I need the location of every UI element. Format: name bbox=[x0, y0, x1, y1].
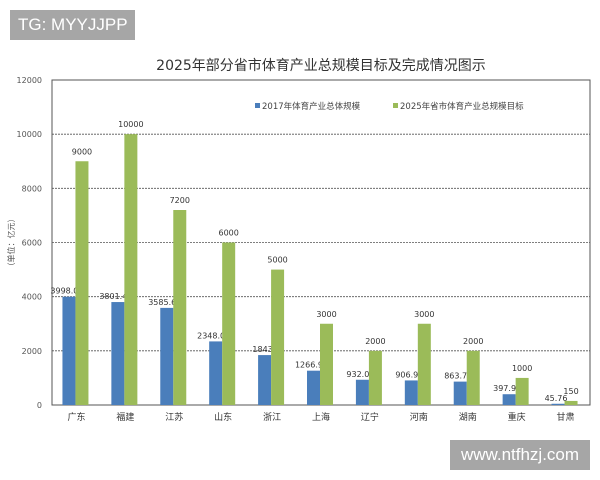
data-label: 7200 bbox=[170, 196, 190, 205]
bar-2025 bbox=[222, 242, 236, 405]
x-tick-label: 福建 bbox=[116, 411, 134, 423]
y-tick-label: 10000 bbox=[17, 130, 42, 139]
legend-swatch bbox=[393, 103, 398, 108]
legend-label: 2017年体育产业总体规模 bbox=[262, 101, 361, 112]
y-tick-label: 8000 bbox=[22, 184, 42, 193]
x-tick-label: 浙江 bbox=[263, 411, 281, 423]
data-label: 2000 bbox=[463, 337, 483, 346]
data-label: 3000 bbox=[316, 310, 336, 319]
watermark-top-left: TG: MYYJJPP bbox=[10, 10, 135, 40]
bar-2017 bbox=[453, 381, 467, 405]
bar-2017 bbox=[62, 296, 76, 405]
y-tick-label: 2000 bbox=[22, 347, 42, 356]
bar-2025 bbox=[466, 350, 480, 405]
bar-2025 bbox=[368, 350, 382, 405]
bar-2017 bbox=[111, 302, 125, 405]
bar-2017 bbox=[258, 355, 272, 405]
bar-2017 bbox=[502, 394, 516, 405]
legend-swatch bbox=[255, 103, 260, 108]
y-tick-label: 6000 bbox=[22, 239, 42, 248]
y-axis-title: （单位：亿元） bbox=[6, 215, 16, 271]
data-label: 150 bbox=[563, 387, 578, 396]
data-label: 1266.93 bbox=[295, 361, 328, 370]
legend-label: 2025年省市体育产业总规模目标 bbox=[400, 101, 524, 112]
y-tick-label: 0 bbox=[37, 401, 42, 410]
bar-2025 bbox=[320, 323, 333, 405]
bar-2017 bbox=[355, 379, 369, 405]
bar-2025 bbox=[124, 134, 138, 405]
bar-2017 bbox=[209, 341, 223, 405]
x-tick-label: 河南 bbox=[410, 411, 428, 423]
bar-2017 bbox=[404, 380, 418, 405]
x-tick-label: 江苏 bbox=[165, 411, 183, 423]
x-tick-label: 重庆 bbox=[508, 411, 526, 423]
bar-2017 bbox=[551, 403, 565, 405]
x-tick-label: 辽宁 bbox=[361, 411, 379, 423]
data-label: 906.99 bbox=[395, 370, 423, 379]
data-label: 1843 bbox=[252, 345, 272, 354]
x-tick-label: 湖南 bbox=[459, 411, 477, 423]
data-label: 3998.03 bbox=[50, 287, 83, 296]
data-label: 3585.64 bbox=[148, 298, 181, 307]
data-label: 863.74 bbox=[444, 372, 472, 381]
bar-2025 bbox=[417, 323, 431, 405]
x-tick-label: 广东 bbox=[67, 411, 85, 423]
data-label: 9000 bbox=[72, 147, 92, 156]
chart-title: 2025年部分省市体育产业总规模目标及完成情况图示 bbox=[156, 57, 486, 74]
bar-2025 bbox=[173, 210, 187, 405]
bar-2025 bbox=[515, 377, 529, 405]
x-tick-label: 山东 bbox=[214, 411, 232, 423]
bar-2025 bbox=[564, 400, 578, 405]
data-label: 3801.41 bbox=[99, 292, 132, 301]
y-tick-label: 4000 bbox=[22, 293, 42, 302]
bar-2025 bbox=[75, 161, 89, 405]
data-label: 10000 bbox=[118, 120, 143, 129]
data-label: 3000 bbox=[414, 310, 434, 319]
y-tick-label: 12000 bbox=[17, 76, 42, 85]
watermark-bottom-right: www.ntfhzj.com bbox=[450, 440, 590, 470]
bar-2017 bbox=[307, 370, 320, 405]
data-label: 2348.01 bbox=[197, 331, 230, 340]
data-label: 6000 bbox=[219, 229, 239, 238]
bar-2017 bbox=[160, 307, 174, 405]
data-label: 1000 bbox=[512, 364, 532, 373]
data-label: 932.09 bbox=[346, 370, 374, 379]
data-label: 397.91 bbox=[493, 384, 521, 393]
data-label: 5000 bbox=[267, 256, 287, 265]
x-tick-label: 甘肃 bbox=[557, 411, 575, 423]
data-label: 2000 bbox=[365, 337, 385, 346]
data-label: 45.76 bbox=[545, 394, 568, 403]
bar-2025 bbox=[271, 269, 285, 405]
x-tick-label: 上海 bbox=[312, 411, 330, 423]
